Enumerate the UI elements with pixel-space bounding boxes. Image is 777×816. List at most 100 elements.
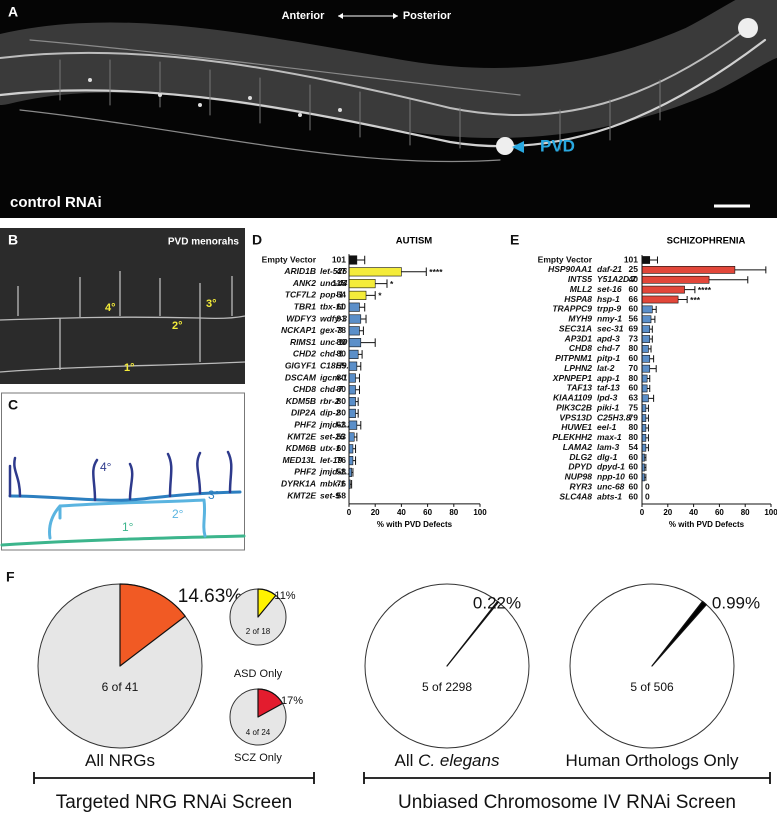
bar [348,420,358,430]
n-label: 80 [629,422,639,432]
n-label: 54 [629,442,639,452]
bar [348,349,359,359]
gene-label: HUWE1 [561,422,592,432]
gene-label: KDM5B [286,396,316,406]
x-axis-label: % with PVD Defects [377,520,453,529]
x-tick-label: 80 [449,508,458,517]
error-bar [350,479,353,489]
n-label: 79 [629,412,639,422]
slice-label: 0.22% [473,593,521,612]
bar [641,305,653,314]
n-label: 60 [629,472,639,482]
worm-gene-label: sec-31 [597,323,624,333]
pie-slice [119,583,186,667]
error-bar [355,397,359,406]
pvd-label: PVD [540,136,575,155]
gene-label: Empty Vector [262,254,317,264]
bar [348,302,360,312]
n-label: 60 [629,383,639,393]
n-label: 101 [332,254,346,264]
error-bar [645,414,649,422]
n-label: 80 [629,432,639,442]
error-bar [356,420,362,430]
worm-gene-label: nmy-1 [597,314,622,324]
pie-count: 5 of 506 [630,680,674,694]
worm-gene-label: daf-21 [597,264,622,274]
worm-gene-label: piki-1 [596,402,619,412]
significance: * [378,291,382,301]
error-bar [652,305,657,313]
bar [641,256,651,264]
n-label: 47 [337,266,347,276]
branch-label: 4° [105,302,116,314]
gene-label: AP3D1 [564,333,593,343]
n-label: 80 [337,408,347,418]
panel-label: D [252,232,262,248]
pvd-arrow [512,141,524,153]
significance: **** [698,285,712,295]
pie-count: 5 of 2298 [422,680,472,694]
error-bar [651,315,656,323]
gene-label: XPNPEP1 [552,373,592,383]
n-label: 60 [629,353,639,363]
worm-gene-label: chd-7 [597,343,621,353]
error-bar [352,444,357,454]
error-bar [360,338,376,347]
x-tick-label: 20 [371,508,380,517]
x-tick-label: 60 [423,508,432,517]
n-label: 60 [337,443,347,453]
n-label: 58 [337,467,347,477]
worm-gene-label: Y51A2D.7 [597,274,637,284]
bar [348,408,356,418]
bar [641,295,679,304]
value-label: 0 [645,481,650,491]
n-label: 80 [629,373,639,383]
bar [348,432,355,442]
bar [641,433,647,442]
worm-gene-label: mbk-1 [320,478,345,488]
neuron-diagram [0,450,246,547]
group-bracket [33,772,315,784]
pie-title-text: All NRGs [85,751,155,770]
pie-title: SCZ Only [234,752,282,764]
n-label: 63 [629,393,639,403]
pie-title-text: SCZ Only [234,752,282,764]
n-label: 73 [629,333,639,343]
bar [641,285,685,294]
gene-label: KIAA1109 [553,393,592,403]
bar [641,266,736,274]
error-bar [358,350,363,359]
panel-label: B [8,232,18,248]
error-bar [647,375,651,383]
branch-label: 1° [122,520,134,534]
worm-gene-label: dip-2 [320,408,341,418]
pie-title: All C. elegans [395,751,500,770]
bar [641,404,647,413]
worm-gene-label: npp-10 [597,472,625,482]
bar [348,326,360,336]
error-bar [645,434,649,442]
error-bar [354,432,358,442]
gene-label: Empty Vector [538,254,593,264]
worm-gene-label: hsp-1 [597,294,620,304]
worm-gene-label: apd-3 [597,333,620,343]
gene-label: MYH9 [568,314,592,324]
gene-label: SLC4A8 [559,491,592,501]
error-bar [355,409,359,418]
x-tick-label: 40 [689,508,698,517]
branch-label: 1° [124,362,135,374]
n-label: 56 [629,314,639,324]
error-bar [355,385,360,395]
worm-gene-label: unc-68 [597,481,625,491]
gene-label: WDFY3 [286,313,316,323]
chart-title: SCHIZOPHRENIA [667,236,746,247]
error-bar [648,345,652,353]
worm-gene-label: jmjd-1.2 [319,419,352,429]
error-bar [644,454,647,462]
worm-gene-label: gex-3 [319,325,342,335]
pie-title-text: ASD Only [234,668,283,680]
worm-gene-label: dlg-1 [597,452,618,462]
gene-label: NUP98 [565,472,593,482]
worm-gene-label: unc-44 [320,278,348,288]
bar [641,394,649,403]
